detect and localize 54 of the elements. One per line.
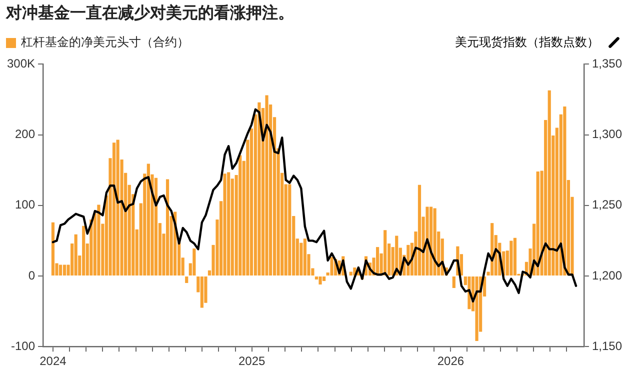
bar <box>303 238 306 276</box>
y-tick-label: -100 <box>10 338 36 353</box>
y-tick-label: 100 <box>14 198 36 212</box>
bar <box>322 276 326 281</box>
x-tick-label: 2024 <box>40 354 67 368</box>
bar <box>349 272 352 276</box>
bar <box>51 222 55 276</box>
bar <box>82 226 86 276</box>
bar <box>146 164 150 276</box>
bar <box>376 247 380 276</box>
bar <box>452 276 456 288</box>
bar <box>58 264 62 276</box>
chart-title: 对冲基金一直在减少对美元的看涨押注。 <box>6 3 294 24</box>
y2-tick-label: 1,150 <box>592 338 622 353</box>
bar <box>116 140 120 276</box>
bar <box>223 174 226 276</box>
y2-tick-label: 1,250 <box>592 198 622 212</box>
bar <box>300 242 303 276</box>
x-tick-label: 2026 <box>437 354 464 368</box>
bar <box>563 106 566 276</box>
y-tick-label: 0 <box>28 268 36 282</box>
bar <box>433 208 436 276</box>
bar <box>238 155 242 276</box>
bar <box>536 172 540 276</box>
bar <box>154 178 158 276</box>
y2-tick-label: 1,200 <box>592 268 622 282</box>
bar <box>318 276 322 284</box>
legend-label: 杠杆基金的净美元头寸（合约） <box>21 34 189 51</box>
bar <box>330 256 334 276</box>
bar <box>513 238 517 276</box>
bar <box>426 206 429 276</box>
bar <box>418 184 422 276</box>
y-tick-label: 200 <box>14 127 36 142</box>
bar <box>112 142 116 276</box>
bar <box>74 234 78 276</box>
bar <box>185 276 188 284</box>
bar <box>510 240 513 276</box>
bar <box>97 204 100 276</box>
bar <box>548 90 551 276</box>
bar <box>288 184 292 276</box>
text: 美元现货指数（指数点数） <box>455 34 599 51</box>
bar <box>475 276 478 341</box>
bar <box>192 248 196 276</box>
bar <box>62 264 66 276</box>
bar <box>258 102 261 276</box>
x-tick-label: 2025 <box>238 354 266 368</box>
bar <box>265 95 268 276</box>
y-tick-label: 300K <box>6 56 36 71</box>
bar <box>200 276 204 308</box>
bar <box>384 230 387 276</box>
bar <box>227 172 230 276</box>
bar <box>166 179 170 276</box>
y2-tick-label: 1,350 <box>592 56 622 71</box>
y2-tick-label: 1,300 <box>592 127 622 142</box>
